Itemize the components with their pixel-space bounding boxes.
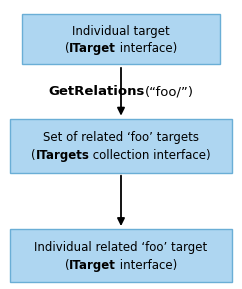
Text: Individual target: Individual target bbox=[72, 25, 170, 38]
Text: (“foo/”): (“foo/”) bbox=[145, 85, 194, 98]
Text: interface): interface) bbox=[116, 42, 177, 55]
Text: (: ( bbox=[65, 259, 69, 272]
Text: interface): interface) bbox=[116, 259, 177, 272]
Text: Individual related ‘foo’ target: Individual related ‘foo’ target bbox=[34, 241, 208, 254]
Text: Set of related ‘foo’ targets: Set of related ‘foo’ targets bbox=[43, 131, 199, 144]
Text: (: ( bbox=[31, 149, 36, 162]
Text: ITarget: ITarget bbox=[69, 259, 116, 272]
Text: collection interface): collection interface) bbox=[90, 149, 211, 162]
FancyBboxPatch shape bbox=[10, 229, 232, 283]
FancyBboxPatch shape bbox=[10, 119, 232, 173]
FancyBboxPatch shape bbox=[22, 14, 220, 64]
Text: ITarget: ITarget bbox=[69, 42, 116, 55]
Text: ITargets: ITargets bbox=[36, 149, 90, 162]
Text: GetRelations: GetRelations bbox=[48, 85, 145, 98]
Text: (: ( bbox=[65, 42, 69, 55]
